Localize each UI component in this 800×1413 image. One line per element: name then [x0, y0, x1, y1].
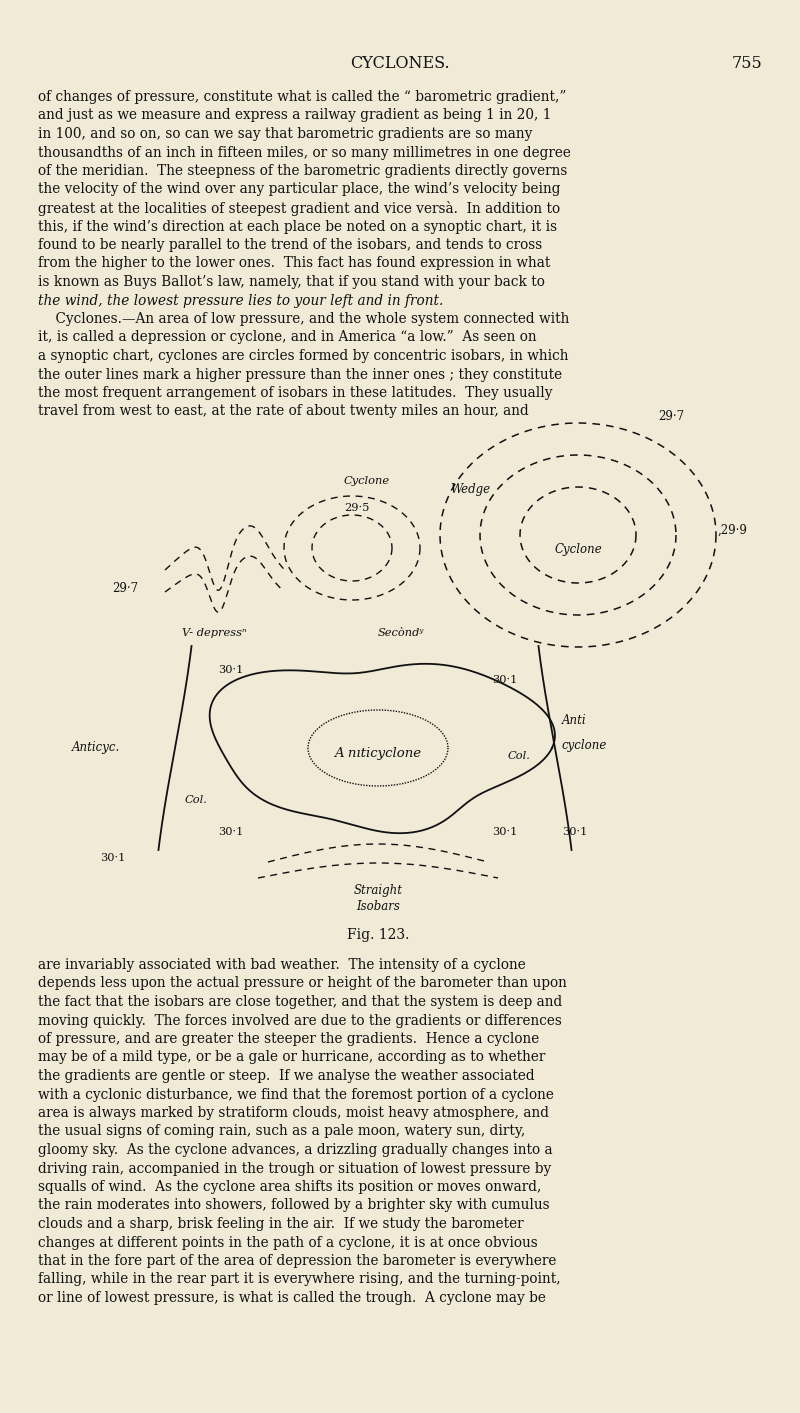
Text: Cyclones.—An area of low pressure, and the whole system connected with: Cyclones.—An area of low pressure, and t…	[38, 312, 570, 326]
Text: 30·1: 30·1	[492, 827, 518, 836]
Text: of pressure, and are greater the steeper the gradients.  Hence a cyclone: of pressure, and are greater the steeper…	[38, 1031, 539, 1046]
Text: 30·1: 30·1	[562, 827, 587, 836]
Text: thousandths of an inch in fifteen miles, or so many millimetres in one degree: thousandths of an inch in fifteen miles,…	[38, 146, 571, 160]
Text: Secòndʸ: Secòndʸ	[378, 627, 424, 639]
Text: the fact that the isobars are close together, and that the system is deep and: the fact that the isobars are close toge…	[38, 995, 562, 1009]
Text: Isobars: Isobars	[356, 900, 400, 913]
Text: or line of lowest pressure, is what is called the trough.  A cyclone may be: or line of lowest pressure, is what is c…	[38, 1291, 546, 1306]
Text: in 100, and so on, so can we say that barometric gradients are so many: in 100, and so on, so can we say that ba…	[38, 127, 532, 141]
Text: with a cyclonic disturbance, we find that the foremost portion of a cyclone: with a cyclonic disturbance, we find tha…	[38, 1088, 554, 1102]
Text: V- depressⁿ: V- depressⁿ	[182, 627, 246, 639]
Text: driving rain, accompanied in the trough or situation of lowest pressure by: driving rain, accompanied in the trough …	[38, 1161, 551, 1176]
Text: Col.: Col.	[508, 750, 531, 762]
Text: Wedge: Wedge	[450, 483, 490, 496]
Text: Cyclone: Cyclone	[344, 476, 390, 486]
Text: cyclone: cyclone	[562, 739, 607, 752]
Text: may be of a mild type, or be a gale or hurricane, according as to whether: may be of a mild type, or be a gale or h…	[38, 1050, 546, 1064]
Text: A nıticyclone: A nıticyclone	[334, 746, 422, 760]
Text: 30·1: 30·1	[218, 666, 243, 675]
Text: moving quickly.  The forces involved are due to the gradients or differences: moving quickly. The forces involved are …	[38, 1013, 562, 1027]
Text: greatest at the localities of steepest gradient and vice versà.  In addition to: greatest at the localities of steepest g…	[38, 201, 560, 216]
Text: ,29·9: ,29·9	[718, 523, 748, 537]
Text: the usual signs of coming rain, such as a pale moon, watery sun, dirty,: the usual signs of coming rain, such as …	[38, 1125, 526, 1139]
Text: is known as Buys Ballot’s law, namely, that if you stand with your back to: is known as Buys Ballot’s law, namely, t…	[38, 276, 545, 290]
Text: of changes of pressure, constitute what is called the “ barometric gradient,”: of changes of pressure, constitute what …	[38, 90, 566, 105]
Text: from the higher to the lower ones.  This fact has found expression in what: from the higher to the lower ones. This …	[38, 257, 550, 270]
Text: are invariably associated with bad weather.  The intensity of a cyclone: are invariably associated with bad weath…	[38, 958, 526, 972]
Text: Straight: Straight	[354, 885, 402, 897]
Text: 29·7: 29·7	[658, 411, 684, 424]
Text: 29·5: 29·5	[344, 503, 370, 513]
Text: and just as we measure and express a railway gradient as being 1 in 20, 1: and just as we measure and express a rai…	[38, 109, 551, 123]
Text: of the meridian.  The steepness of the barometric gradients directly governs: of the meridian. The steepness of the ba…	[38, 164, 567, 178]
Text: that in the fore part of the area of depression the barometer is everywhere: that in the fore part of the area of dep…	[38, 1253, 556, 1267]
Text: CYCLONES.: CYCLONES.	[350, 55, 450, 72]
Text: the wind, the lowest pressure lies to your left and in front.: the wind, the lowest pressure lies to yo…	[38, 294, 443, 308]
Text: the most frequent arrangement of isobars in these latitudes.  They usually: the most frequent arrangement of isobars…	[38, 386, 553, 400]
Text: Col.: Col.	[185, 796, 208, 805]
Text: 755: 755	[731, 55, 762, 72]
Text: 29·7: 29·7	[112, 582, 138, 595]
Text: this, if the wind’s direction at each place be noted on a synoptic chart, it is: this, if the wind’s direction at each pl…	[38, 219, 557, 233]
Text: travel from west to east, at the rate of about twenty miles an hour, and: travel from west to east, at the rate of…	[38, 404, 529, 418]
Text: area is always marked by stratiform clouds, moist heavy atmosphere, and: area is always marked by stratiform clou…	[38, 1106, 549, 1121]
Text: Cyclone: Cyclone	[554, 544, 602, 557]
Text: clouds and a sharp, brisk feeling in the air.  If we study the barometer: clouds and a sharp, brisk feeling in the…	[38, 1217, 524, 1231]
Text: Anticyc.: Anticyc.	[72, 742, 120, 755]
Text: depends less upon the actual pressure or height of the barometer than upon: depends less upon the actual pressure or…	[38, 976, 567, 991]
Text: 30·1: 30·1	[492, 675, 518, 685]
Text: the gradients are gentle or steep.  If we analyse the weather associated: the gradients are gentle or steep. If we…	[38, 1070, 534, 1082]
Text: changes at different points in the path of a cyclone, it is at once obvious: changes at different points in the path …	[38, 1235, 538, 1249]
Text: a synoptic chart, cyclones are circles formed by concentric isobars, in which: a synoptic chart, cyclones are circles f…	[38, 349, 569, 363]
Text: 30·1: 30·1	[100, 853, 126, 863]
Text: gloomy sky.  As the cyclone advances, a drizzling gradually changes into a: gloomy sky. As the cyclone advances, a d…	[38, 1143, 553, 1157]
Text: found to be nearly parallel to the trend of the isobars, and tends to cross: found to be nearly parallel to the trend…	[38, 237, 542, 252]
Text: the outer lines mark a higher pressure than the inner ones ; they constitute: the outer lines mark a higher pressure t…	[38, 367, 562, 382]
Text: Fig. 123.: Fig. 123.	[347, 928, 409, 942]
Text: falling, while in the rear part it is everywhere rising, and the turning-point,: falling, while in the rear part it is ev…	[38, 1273, 561, 1286]
Text: the velocity of the wind over any particular place, the wind’s velocity being: the velocity of the wind over any partic…	[38, 182, 561, 196]
Text: it, is called a depression or cyclone, and in America “a low.”  As seen on: it, is called a depression or cyclone, a…	[38, 331, 537, 345]
Text: 30·1: 30·1	[218, 827, 243, 836]
Text: squalls of wind.  As the cyclone area shifts its position or moves onward,: squalls of wind. As the cyclone area shi…	[38, 1180, 542, 1194]
Text: Anti: Anti	[562, 714, 586, 726]
Text: the rain moderates into showers, followed by a brighter sky with cumulus: the rain moderates into showers, followe…	[38, 1198, 550, 1212]
